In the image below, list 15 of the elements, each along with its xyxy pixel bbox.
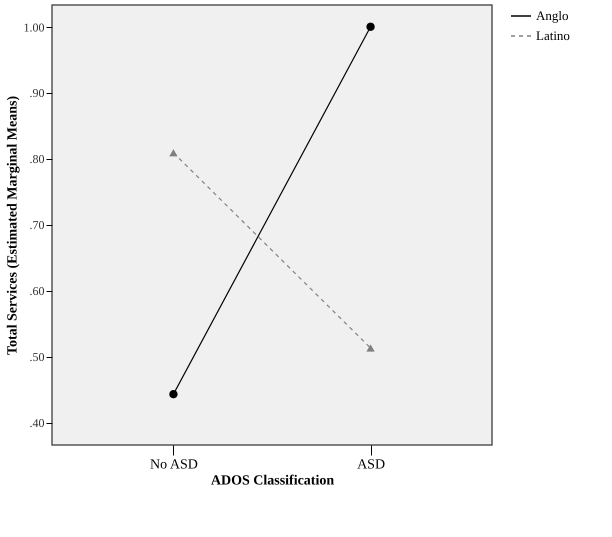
y-tick-label: .80 xyxy=(30,152,44,166)
y-tick-label: .90 xyxy=(30,86,44,100)
y-tick-label: 1.00 xyxy=(24,20,44,34)
x-tick-label: No ASD xyxy=(150,458,198,472)
y-tick-label: .40 xyxy=(30,416,44,430)
y-tick-label: .70 xyxy=(30,218,44,232)
y-tick-label: .50 xyxy=(30,350,44,364)
y-axis-title: Total Services (Estimated Marginal Means) xyxy=(6,96,20,356)
point xyxy=(366,22,375,31)
legend-label: Anglo xyxy=(536,8,568,23)
point xyxy=(169,390,178,398)
x-axis-title: ADOS Classification xyxy=(210,474,334,488)
x-tick-label: ASD xyxy=(357,458,386,472)
y-tick-label: .60 xyxy=(30,284,44,298)
legend-label: Latino xyxy=(536,28,570,43)
